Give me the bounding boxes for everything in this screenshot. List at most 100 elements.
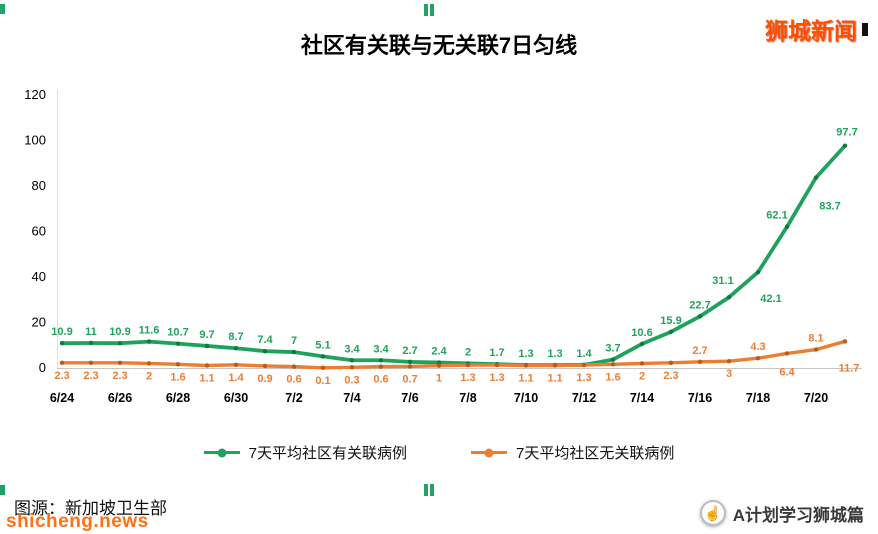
- series-marker: [59, 341, 65, 346]
- series-marker: [697, 359, 703, 365]
- data-label: 10.7: [167, 327, 188, 339]
- legend-label-unlinked: 7天平均社区无关联病例: [516, 445, 675, 462]
- series-marker: [146, 361, 152, 366]
- badge-label: A计划学习狮城篇: [732, 505, 864, 525]
- series-marker: [407, 359, 413, 365]
- data-label: 10.6: [631, 327, 652, 339]
- data-label: 1.3: [518, 348, 533, 360]
- chart-plot: 0 20 40 60 80 100 120 6/24 6/26 6/28 6/30 7/2 7/4 7/6…: [24, 87, 862, 405]
- series-marker: [668, 329, 674, 335]
- series-marker: [755, 356, 761, 361]
- series-marker: [175, 362, 181, 367]
- y-tick-label: 80: [32, 178, 46, 193]
- legend-item-linked: 7天平均社区有关联病例: [203, 442, 407, 463]
- series-marker: [465, 362, 471, 368]
- series-marker: [117, 341, 123, 346]
- series-marker: [262, 348, 268, 354]
- legend-label-linked: 7天平均社区有关联病例: [248, 445, 407, 462]
- data-label: 0.1: [315, 375, 330, 387]
- series-marker: [784, 351, 790, 356]
- data-label: 8.1: [808, 333, 823, 345]
- data-label: 3: [726, 368, 732, 380]
- x-tick-label: 7/12: [572, 391, 596, 405]
- data-label: 0.9: [257, 373, 272, 385]
- series-marker: [610, 357, 616, 362]
- data-label: 3.7: [605, 343, 620, 355]
- series-marker: [552, 363, 558, 368]
- data-label: 2: [146, 370, 152, 382]
- x-tick-label: 7/16: [688, 391, 712, 405]
- y-tick-label: 120: [24, 87, 46, 102]
- series-marker: [726, 358, 732, 364]
- series-marker: [349, 358, 355, 363]
- x-tick-label: 7/20: [804, 391, 828, 405]
- data-label: 1.3: [547, 348, 562, 360]
- series-marker: [639, 361, 645, 366]
- series-marker: [262, 363, 268, 369]
- data-label: 7.4: [257, 334, 273, 346]
- series-marker: [291, 349, 297, 355]
- data-label: 9.7: [199, 329, 214, 341]
- series-marker: [117, 360, 123, 365]
- series-marker: [842, 143, 848, 148]
- data-label: 22.7: [689, 299, 710, 311]
- data-label: 1.3: [460, 372, 475, 384]
- series-marker: [88, 360, 94, 365]
- series-marker: [204, 343, 210, 349]
- series-marker: [233, 362, 239, 368]
- brand-mark-icon: [862, 22, 868, 36]
- series-marker: [581, 362, 587, 368]
- series-marker: [494, 362, 500, 368]
- series-marker: [436, 363, 442, 368]
- data-label: 11.7: [839, 362, 860, 374]
- legend-swatch-unlinked-icon: [471, 448, 507, 457]
- data-label: 10.9: [109, 326, 130, 338]
- chart-title: 社区有关联与无关联7日匀线: [300, 33, 578, 58]
- data-label: 2.3: [54, 370, 69, 382]
- legend-swatch-linked-icon: [203, 448, 240, 457]
- data-label: 1.4: [228, 372, 244, 384]
- series-marker: [204, 363, 210, 368]
- x-tick-label: 7/14: [630, 391, 654, 405]
- data-label: 11: [85, 326, 97, 338]
- brand-text: 狮城新闻: [765, 18, 857, 44]
- data-label: 97.7: [836, 127, 857, 139]
- data-label: 2.4: [431, 346, 447, 358]
- data-label: 2.3: [663, 370, 678, 382]
- data-label: 7: [291, 335, 297, 347]
- data-label: 3.4: [373, 343, 389, 355]
- data-label: 2: [465, 346, 471, 358]
- data-label: 0.6: [286, 374, 301, 386]
- series-marker: [697, 314, 703, 319]
- series-marker: [436, 360, 442, 365]
- series-marker: [610, 362, 616, 367]
- data-label: 1.3: [489, 372, 504, 384]
- data-label: 1.6: [170, 371, 185, 383]
- data-label: 5.1: [315, 339, 330, 351]
- data-label: 10.9: [51, 326, 72, 338]
- x-tick-label: 6/24: [50, 391, 74, 405]
- publisher-badge: ☝ A计划学习狮城篇: [699, 500, 864, 526]
- data-label: 2.3: [83, 370, 98, 382]
- data-label: 0.7: [402, 373, 417, 385]
- x-tick-label: 7/10: [514, 391, 538, 405]
- series-marker: [349, 365, 355, 370]
- selection-handle-left-bottom[interactable]: [0, 485, 5, 495]
- brand-logo: 狮城新闻: [765, 12, 868, 46]
- series-marker: [378, 358, 384, 363]
- selection-handle-top[interactable]: [424, 4, 434, 16]
- data-label: 1: [436, 373, 442, 385]
- series-marker: [813, 175, 819, 180]
- y-tick-label: 60: [32, 224, 46, 239]
- x-tick-label: 7/2: [285, 391, 302, 405]
- series-marker: [726, 295, 732, 300]
- series-marker: [842, 339, 848, 344]
- y-tick-label: 40: [32, 269, 46, 284]
- selection-handle-bottom[interactable]: [424, 484, 434, 496]
- data-label: 2.3: [112, 370, 127, 382]
- data-label: 1.1: [518, 372, 533, 384]
- legend-marker-dot: [484, 448, 494, 457]
- x-tick-label: 7/4: [343, 391, 360, 405]
- data-label: 62.1: [766, 210, 787, 222]
- selection-handle-left-top[interactable]: [0, 4, 5, 14]
